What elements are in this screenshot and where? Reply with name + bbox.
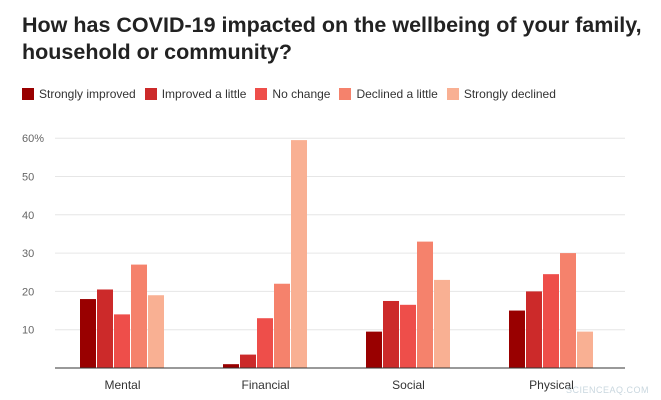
- bar: [577, 331, 593, 368]
- bar: [526, 291, 542, 368]
- chart-title: How has COVID-19 impacted on the wellbei…: [22, 13, 642, 64]
- bar: [543, 274, 559, 368]
- y-tick-label: 50: [22, 172, 34, 184]
- x-tick-label: Mental: [104, 378, 140, 392]
- legend-swatch: [446, 88, 459, 100]
- bar: [417, 241, 433, 368]
- watermark-text: SCIENCEAQ.COM: [566, 385, 650, 395]
- legend-label: Declined a little: [356, 87, 438, 101]
- bar: [291, 140, 307, 368]
- bar: [97, 289, 113, 368]
- y-tick-label: 60%: [22, 133, 44, 145]
- bar: [366, 331, 382, 368]
- bar: [114, 314, 130, 368]
- bar: [257, 318, 273, 368]
- x-tick-label: Physical: [529, 378, 574, 392]
- legend-item: Strongly improved: [22, 87, 136, 101]
- bar: [80, 299, 96, 368]
- chart-legend: Strongly improved Improved a little No cha…: [22, 86, 565, 102]
- bar: [223, 364, 239, 368]
- bar: [148, 295, 164, 368]
- x-tick-label: Financial: [241, 378, 289, 392]
- bar: [131, 264, 147, 368]
- legend-swatch: [22, 88, 34, 100]
- bar: [383, 300, 399, 368]
- y-tick-label: 20: [22, 286, 34, 298]
- legend-label: Strongly declined: [463, 87, 556, 101]
- bar: [560, 253, 576, 368]
- y-tick-label: 40: [22, 210, 34, 222]
- bar: [274, 283, 290, 368]
- legend-item: Strongly declined: [446, 87, 556, 101]
- bar: [240, 354, 256, 368]
- legend-swatch: [339, 88, 352, 100]
- y-tick-label: 10: [22, 325, 34, 337]
- legend-item: Improved a little: [144, 87, 247, 101]
- bar: [434, 279, 450, 368]
- legend-swatch: [144, 88, 157, 100]
- legend-label: Improved a little: [161, 87, 247, 101]
- legend-label: No change: [272, 87, 331, 101]
- bar: [400, 304, 416, 368]
- bar: [509, 310, 525, 368]
- legend-item: No change: [255, 87, 330, 101]
- legend-label: Strongly improved: [39, 87, 136, 101]
- y-tick-label: 30: [22, 248, 34, 260]
- legend-item: Declined a little: [339, 87, 438, 101]
- legend-swatch: [255, 88, 268, 100]
- x-tick-label: Social: [392, 378, 425, 392]
